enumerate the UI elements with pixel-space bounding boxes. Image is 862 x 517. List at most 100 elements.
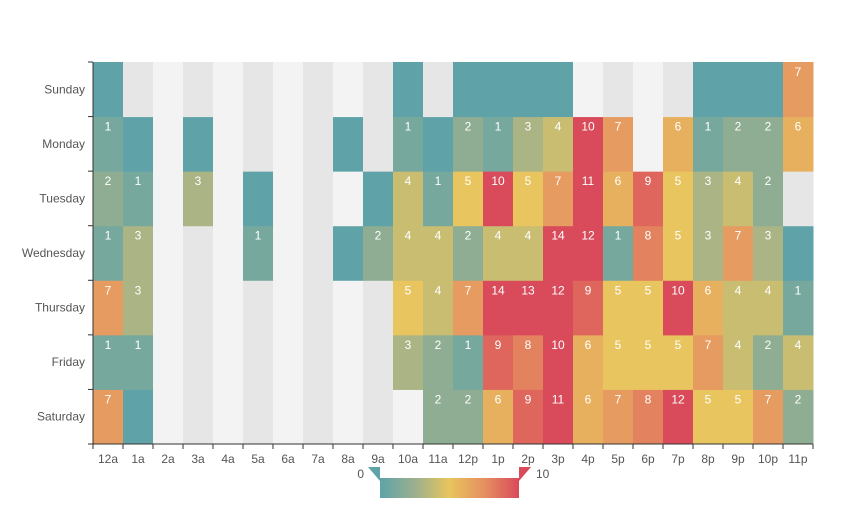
heatmap-cell[interactable]: [513, 62, 544, 118]
heatmap-cell[interactable]: [693, 280, 724, 336]
heatmap-cell[interactable]: [93, 116, 124, 172]
visual-map-bar[interactable]: [380, 478, 519, 498]
heatmap-cell[interactable]: [753, 171, 784, 227]
heatmap-cell[interactable]: [723, 171, 754, 227]
heatmap-cell[interactable]: [183, 225, 214, 281]
heatmap-cell[interactable]: [123, 334, 154, 390]
heatmap-cell[interactable]: [693, 171, 724, 227]
heatmap-cell[interactable]: [753, 389, 784, 445]
heatmap-cell[interactable]: [573, 280, 604, 336]
heatmap-cell[interactable]: [423, 171, 454, 227]
heatmap-cell[interactable]: [393, 116, 424, 172]
heatmap-cell[interactable]: [663, 334, 694, 390]
heatmap-cell[interactable]: [723, 62, 754, 118]
heatmap-cell[interactable]: [333, 62, 364, 118]
heatmap-cell[interactable]: [723, 225, 754, 281]
heatmap-cell[interactable]: [693, 62, 724, 118]
heatmap-cell[interactable]: [603, 334, 634, 390]
heatmap-cell[interactable]: [663, 62, 694, 118]
heatmap-cell[interactable]: [363, 171, 394, 227]
heatmap-cell[interactable]: [153, 116, 184, 172]
heatmap-cell[interactable]: [333, 116, 364, 172]
heatmap-cell[interactable]: [423, 334, 454, 390]
heatmap-cell[interactable]: [423, 116, 454, 172]
heatmap-cell[interactable]: [723, 116, 754, 172]
heatmap-cell[interactable]: [783, 389, 814, 445]
heatmap-cell[interactable]: [513, 389, 544, 445]
heatmap-cell[interactable]: [183, 171, 214, 227]
heatmap-cell[interactable]: [123, 62, 154, 118]
heatmap-cell[interactable]: [603, 116, 634, 172]
heatmap-cell[interactable]: [243, 225, 274, 281]
heatmap-cell[interactable]: [723, 334, 754, 390]
heatmap-cell[interactable]: [483, 225, 514, 281]
heatmap-cell[interactable]: [363, 280, 394, 336]
heatmap-cell[interactable]: [333, 389, 364, 445]
heatmap-cell[interactable]: [213, 62, 244, 118]
heatmap-cell[interactable]: [363, 389, 394, 445]
heatmap-cell[interactable]: [153, 280, 184, 336]
heatmap-cell[interactable]: [753, 334, 784, 390]
heatmap-cell[interactable]: [333, 225, 364, 281]
heatmap-cell[interactable]: [453, 334, 484, 390]
heatmap-cell[interactable]: [543, 280, 574, 336]
heatmap-cell[interactable]: [183, 280, 214, 336]
heatmap-cell[interactable]: [453, 389, 484, 445]
heatmap-cell[interactable]: [603, 280, 634, 336]
visual-map-min-handle[interactable]: [368, 467, 380, 481]
heatmap-cell[interactable]: [573, 334, 604, 390]
heatmap-cell[interactable]: [423, 62, 454, 118]
heatmap-cell[interactable]: [393, 62, 424, 118]
heatmap-cell[interactable]: [183, 334, 214, 390]
heatmap-cell[interactable]: [333, 171, 364, 227]
heatmap-cell[interactable]: [663, 171, 694, 227]
heatmap-cell[interactable]: [393, 225, 424, 281]
heatmap-cell[interactable]: [453, 280, 484, 336]
heatmap-cell[interactable]: [333, 280, 364, 336]
heatmap-cell[interactable]: [183, 62, 214, 118]
heatmap-cell[interactable]: [123, 171, 154, 227]
heatmap-cell[interactable]: [213, 225, 244, 281]
heatmap-cell[interactable]: [603, 171, 634, 227]
heatmap-cell[interactable]: [693, 334, 724, 390]
heatmap-cell[interactable]: [363, 62, 394, 118]
heatmap-cell[interactable]: [153, 171, 184, 227]
heatmap-cell[interactable]: [723, 389, 754, 445]
heatmap-cell[interactable]: [483, 116, 514, 172]
heatmap-cell[interactable]: [573, 225, 604, 281]
heatmap-cell[interactable]: [633, 116, 664, 172]
heatmap-cell[interactable]: [513, 171, 544, 227]
heatmap-cell[interactable]: [273, 225, 304, 281]
heatmap-cell[interactable]: [693, 225, 724, 281]
heatmap-cell[interactable]: [363, 334, 394, 390]
heatmap-cell[interactable]: [273, 116, 304, 172]
heatmap-cell[interactable]: [783, 116, 814, 172]
heatmap-cell[interactable]: [213, 171, 244, 227]
heatmap-cell[interactable]: [303, 116, 334, 172]
visual-map-max-handle[interactable]: [519, 467, 531, 481]
heatmap-cell[interactable]: [303, 225, 334, 281]
heatmap-cell[interactable]: [303, 280, 334, 336]
heatmap-cell[interactable]: [543, 171, 574, 227]
heatmap-cell[interactable]: [303, 62, 334, 118]
heatmap-cell[interactable]: [123, 116, 154, 172]
heatmap-cell[interactable]: [393, 171, 424, 227]
heatmap-cell[interactable]: [663, 280, 694, 336]
heatmap-cell[interactable]: [753, 62, 784, 118]
heatmap-cell[interactable]: [123, 389, 154, 445]
heatmap-cell[interactable]: [603, 389, 634, 445]
heatmap-cell[interactable]: [303, 171, 334, 227]
heatmap-cell[interactable]: [543, 389, 574, 445]
heatmap-cell[interactable]: [573, 389, 604, 445]
heatmap-cell[interactable]: [573, 62, 604, 118]
heatmap-cell[interactable]: [483, 171, 514, 227]
heatmap-cell[interactable]: [513, 225, 544, 281]
heatmap-cell[interactable]: [663, 116, 694, 172]
heatmap-cell[interactable]: [153, 62, 184, 118]
heatmap-cell[interactable]: [303, 334, 334, 390]
heatmap-cell[interactable]: [423, 280, 454, 336]
heatmap-cell[interactable]: [483, 280, 514, 336]
heatmap-cell[interactable]: [453, 225, 484, 281]
heatmap-cell[interactable]: [243, 334, 274, 390]
heatmap-cell[interactable]: [633, 171, 664, 227]
